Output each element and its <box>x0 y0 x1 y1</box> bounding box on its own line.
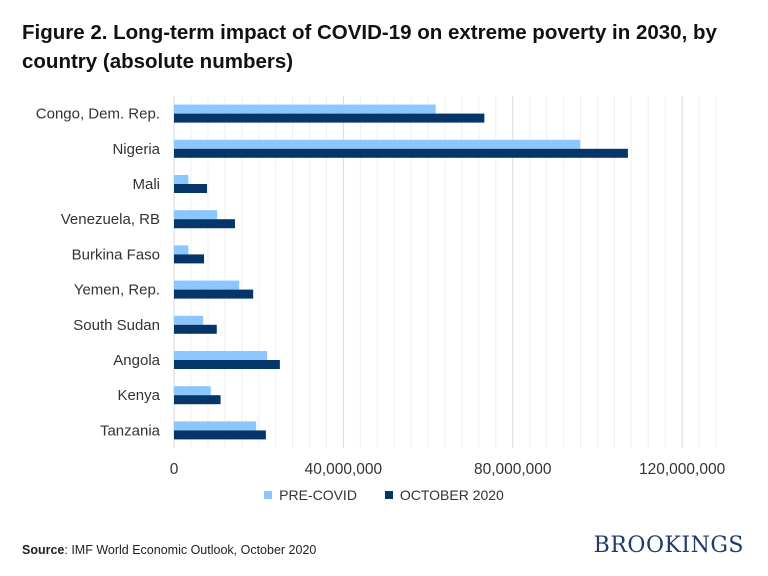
legend-item-october-2020: OCTOBER 2020 <box>384 487 504 503</box>
bar-october-2020 <box>174 289 254 299</box>
bar-pre-covid <box>174 421 257 431</box>
legend-swatch <box>264 491 273 499</box>
legend-swatch <box>384 491 393 499</box>
bar-pre-covid <box>174 280 240 290</box>
category-label: Venezuela, RB <box>61 211 160 228</box>
source-label: Source <box>22 543 65 557</box>
bar-october-2020 <box>174 184 208 193</box>
bar-pre-covid <box>174 139 581 149</box>
bar-chart: Congo, Dem. Rep. Nigeria Mali Venezuela, RB… <box>36 96 726 478</box>
bar-october-2020 <box>174 395 221 405</box>
bar-october-2020 <box>174 360 280 369</box>
bar-pre-covid <box>174 386 211 396</box>
category-label: Burkina Faso <box>72 246 160 263</box>
category-label: Mali <box>132 176 160 193</box>
category-label: Kenya <box>117 387 160 404</box>
bar-pre-covid <box>174 175 189 184</box>
bar-october-2020 <box>174 430 266 440</box>
source-note: Source: IMF World Economic Outlook, Octo… <box>22 543 316 557</box>
bar-october-2020 <box>174 324 217 334</box>
category-label: Congo, Dem. Rep. <box>36 106 160 123</box>
bar-october-2020 <box>174 148 628 158</box>
legend-item-pre-covid: PRE-COVID <box>264 487 357 503</box>
category-label: Tanzania <box>100 422 161 439</box>
brookings-logo: BROOKINGS <box>593 533 744 558</box>
bar-pre-covid <box>174 315 204 325</box>
x-tick-label: 120,000,000 <box>639 461 726 478</box>
x-tick-label: 80,000,000 <box>474 461 552 478</box>
x-tick-label: 40,000,000 <box>305 461 383 478</box>
source-text: : IMF World Economic Outlook, October 20… <box>64 543 317 557</box>
category-label: South Sudan <box>73 317 160 334</box>
x-tick-label: 0 <box>170 461 179 478</box>
bar-october-2020 <box>174 254 205 264</box>
legend: PRE-COVID OCTOBER 2020 <box>0 486 768 503</box>
category-label: Angola <box>113 352 160 369</box>
legend-label: OCTOBER 2020 <box>399 487 504 503</box>
category-label: Yemen, Rep. <box>74 282 160 299</box>
chart-title: Figure 2. Long-term impact of COVID-19 o… <box>22 21 717 73</box>
bar-pre-covid <box>174 104 436 114</box>
bar-pre-covid <box>174 245 189 255</box>
bar-october-2020 <box>174 219 235 229</box>
bar-october-2020 <box>174 113 485 123</box>
category-label: Nigeria <box>112 141 160 158</box>
legend-label: PRE-COVID <box>279 487 357 503</box>
bar-pre-covid <box>174 351 268 360</box>
bar-pre-covid <box>174 210 218 220</box>
